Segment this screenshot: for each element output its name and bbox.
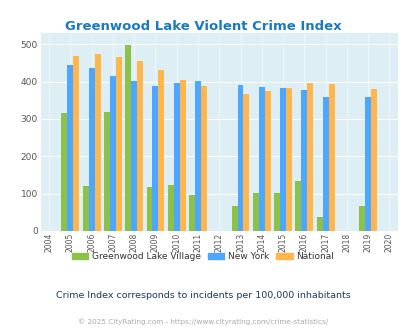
Bar (125, 45, 131, 231)
Bar (264, 90, 270, 231)
Bar (364, 97, 370, 231)
Bar (301, 90, 307, 231)
Bar (73, 56, 79, 231)
Bar (370, 89, 376, 231)
Bar (243, 94, 249, 231)
Bar (285, 88, 291, 231)
Bar (152, 86, 158, 231)
Text: Greenwood Lake Violent Crime Index: Greenwood Lake Violent Crime Index (64, 20, 341, 33)
Bar (137, 61, 143, 231)
Bar (146, 186, 152, 231)
Bar (328, 84, 334, 231)
Bar (173, 83, 179, 231)
Bar (83, 186, 88, 231)
Bar (358, 206, 364, 231)
Bar (237, 85, 243, 231)
Bar (200, 86, 207, 231)
Bar (252, 193, 258, 231)
Bar (273, 193, 279, 231)
Bar (179, 80, 185, 231)
Bar (88, 69, 94, 231)
Bar (258, 87, 264, 231)
Text: Crime Index corresponds to incidents per 100,000 inhabitants: Crime Index corresponds to incidents per… (55, 291, 350, 300)
Bar (131, 81, 137, 231)
Bar (94, 54, 100, 231)
Bar (307, 83, 313, 231)
Bar (61, 113, 67, 231)
Bar (167, 185, 173, 231)
Bar (279, 88, 285, 231)
Bar (295, 181, 301, 231)
Bar (322, 97, 328, 231)
Bar (189, 195, 194, 231)
Bar (104, 112, 110, 231)
Bar (231, 206, 237, 231)
Bar (67, 65, 73, 231)
Bar (194, 81, 200, 231)
Bar (115, 56, 122, 231)
Bar (110, 76, 115, 231)
Bar (158, 70, 164, 231)
Bar (316, 217, 322, 231)
Text: © 2025 CityRating.com - https://www.cityrating.com/crime-statistics/: © 2025 CityRating.com - https://www.city… (78, 318, 327, 325)
Legend: Greenwood Lake Village, New York, National: Greenwood Lake Village, New York, Nation… (68, 248, 337, 264)
